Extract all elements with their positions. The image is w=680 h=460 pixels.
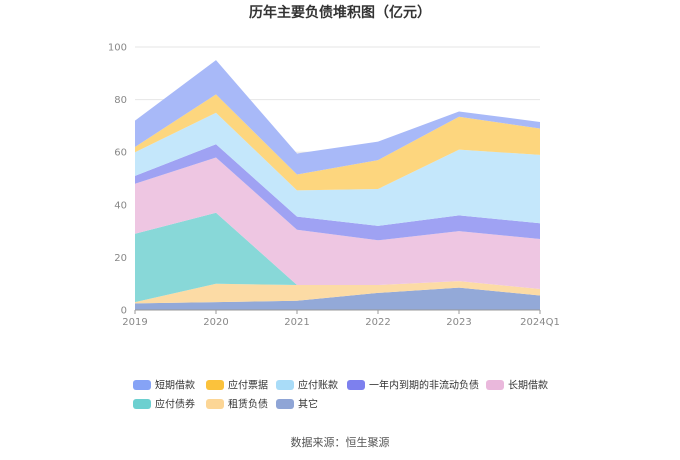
area-series-应付债券 [135,212,540,303]
chart-title: 历年主要负债堆积图（亿元） [249,4,431,21]
x-tick-label: 2019 [122,317,147,328]
area-series-应付账款 [135,112,540,226]
data-source: 数据来源：恒生聚源 [291,435,390,449]
area-series-短期借款 [135,60,540,175]
legend-label: 应付债券 [155,398,195,411]
legend-item: 其它 [276,398,318,411]
x-tick-label: 2021 [284,317,309,328]
x-tick-label: 2023 [446,317,471,328]
area-series-应付票据 [135,94,540,191]
axes: 0 20 40 60 80 100 2019 2020 2021 2022 2023 2024Q1 [108,43,560,329]
x-tick-label: 2024Q1 [520,317,560,328]
legend-item: 短期借款 [133,379,195,392]
legend-swatch [276,380,294,390]
x-tick-label: 2022 [365,317,390,328]
legend-label: 长期借款 [508,379,548,392]
legend-label: 其它 [298,398,318,411]
y-tick-label: 40 [114,200,127,211]
legend-item: 租赁负债 [206,398,268,411]
y-tick-label: 100 [108,43,127,54]
y-tick-label: 60 [114,148,127,159]
legend-item: 应付票据 [206,379,268,392]
series-areas [135,60,540,310]
legend-swatch [133,399,151,409]
legend-swatch [347,380,365,390]
y-tick-label: 20 [114,253,127,264]
legend-swatch [206,399,224,409]
area-series-租赁负债 [135,281,540,304]
area-series-其它 [135,287,540,310]
legend-label: 短期借款 [155,379,195,392]
y-tick-label: 0 [121,306,127,317]
legend-swatch [486,380,504,390]
legend-swatch [133,380,151,390]
legend-label: 一年内到期的非流动负债 [369,379,479,392]
legend-label: 应付票据 [228,379,268,392]
legend-item: 应付债券 [133,398,195,411]
legend-item: 一年内到期的非流动负债 [347,379,479,392]
y-tick-label: 80 [114,95,127,106]
area-series-长期借款 [135,157,540,289]
legend-item: 长期借款 [486,379,548,392]
area-series-一年内到期的非流动负债 [135,144,540,241]
legend-swatch [276,399,294,409]
legend-label: 应付账款 [298,379,338,392]
legend-label: 租赁负债 [228,398,268,411]
x-tick-label: 2020 [203,317,228,328]
legend-item: 应付账款 [276,379,338,392]
legend-swatch [206,380,224,390]
